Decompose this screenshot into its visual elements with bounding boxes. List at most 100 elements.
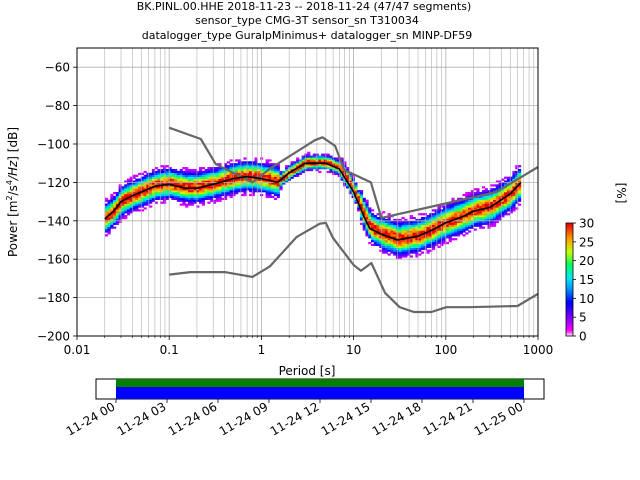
title-line-3: datalogger_type GuralpMinimus+ datalogge…	[142, 29, 473, 42]
heatmap-cell	[121, 209, 125, 212]
heatmap-cell	[265, 180, 269, 183]
heatmap-cell	[251, 192, 255, 195]
heatmap-cell	[481, 220, 486, 224]
heatmap-cell	[185, 193, 189, 197]
heatmap-cell	[113, 226, 117, 229]
heatmap-cell	[487, 220, 491, 224]
heatmap-cell	[432, 215, 436, 218]
heatmap-cell	[190, 193, 194, 197]
heatmap-cell	[110, 193, 114, 197]
heatmap-cell	[487, 207, 491, 210]
heatmap-cell	[190, 176, 194, 179]
heatmap-cell	[459, 232, 463, 235]
heatmap-cell	[501, 211, 505, 214]
heatmap-cell	[418, 213, 422, 216]
heatmap-cell	[384, 249, 389, 252]
heatmap-cell	[476, 215, 480, 218]
heatmap-cell	[365, 216, 369, 220]
heatmap-cell	[298, 172, 303, 176]
heatmap-cell	[254, 163, 258, 166]
heatmap-cell	[487, 218, 491, 222]
heatmap-cell	[254, 182, 258, 185]
heatmap-cell	[243, 165, 247, 168]
heatmap-cell	[445, 205, 450, 208]
heatmap-cell	[221, 188, 225, 191]
heatmap-cell	[498, 205, 502, 208]
heatmap-cell	[171, 190, 175, 193]
heatmap-cell	[246, 168, 250, 172]
heatmap-cell	[470, 216, 474, 220]
heatmap-cell	[382, 247, 386, 250]
heatmap-cell	[276, 174, 280, 177]
heatmap-cell	[126, 184, 131, 187]
heatmap-cell	[171, 180, 175, 183]
heatmap-cell	[409, 230, 413, 233]
heatmap-cell	[157, 190, 161, 193]
heatmap-cell	[459, 207, 463, 210]
heatmap-cell	[365, 201, 369, 204]
heatmap-cell	[104, 226, 108, 229]
heatmap-cell	[454, 234, 458, 237]
heatmap-cell	[456, 218, 461, 222]
heatmap-cell	[218, 163, 222, 166]
heatmap-cell	[240, 163, 244, 166]
heatmap-cell	[185, 190, 189, 193]
heatmap-cell	[365, 218, 369, 222]
heatmap-cell	[415, 238, 419, 241]
heatmap-cell	[124, 215, 128, 218]
heatmap-cell	[429, 243, 433, 247]
heatmap-cell	[235, 163, 239, 166]
heatmap-cell	[157, 197, 161, 200]
heatmap-cell	[210, 174, 214, 177]
heatmap-cell	[215, 195, 219, 199]
heatmap-cell	[443, 240, 447, 243]
heatmap-cell	[462, 193, 466, 197]
heatmap-cell	[121, 195, 125, 199]
heatmap-cell	[248, 174, 253, 177]
heatmap-cell	[517, 195, 522, 199]
heatmap-cell	[465, 201, 469, 204]
heatmap-cell	[451, 205, 455, 208]
heatmap-cell	[420, 226, 425, 229]
heatmap-cell	[229, 186, 233, 189]
heatmap-cell	[404, 251, 408, 254]
heatmap-cell	[196, 184, 200, 187]
heatmap-cell	[382, 222, 386, 225]
heatmap-cell	[420, 230, 425, 233]
heatmap-cell	[493, 211, 497, 214]
heatmap-cell	[165, 176, 169, 179]
heatmap-cell	[199, 178, 203, 181]
heatmap-cell	[404, 218, 408, 222]
heatmap-cell	[265, 172, 269, 176]
heatmap-cell	[160, 190, 164, 193]
heatmap-cell	[412, 240, 416, 243]
heatmap-cell	[487, 211, 491, 214]
heatmap-cell	[229, 167, 233, 170]
heatmap-cell	[465, 226, 469, 229]
heatmap-cell	[276, 186, 280, 189]
heatmap-cell	[115, 193, 120, 197]
heatmap-cell	[517, 203, 522, 206]
heatmap-cell	[151, 168, 156, 172]
heatmap-cell	[484, 213, 488, 216]
heatmap-cell	[115, 215, 120, 218]
colorbar-segment	[566, 245, 573, 248]
heatmap-cell	[176, 192, 181, 195]
heatmap-cell	[212, 193, 217, 197]
heatmap-cell	[132, 188, 136, 191]
heatmap-cell	[498, 197, 502, 200]
heatmap-cell	[237, 178, 242, 181]
colorbar-segment	[566, 258, 573, 262]
heatmap-cell	[412, 251, 416, 254]
heatmap-cell	[448, 209, 452, 212]
heatmap-cell	[254, 174, 258, 177]
heatmap-cell	[354, 184, 358, 187]
heatmap-cell	[126, 203, 131, 206]
heatmap-cell	[301, 157, 305, 160]
heatmap-cell	[262, 186, 266, 189]
heatmap-cell	[484, 192, 488, 195]
heatmap-cell	[426, 216, 430, 220]
heatmap-cell	[199, 168, 203, 172]
heatmap-cell	[149, 205, 153, 208]
heatmap-cell	[296, 165, 300, 168]
